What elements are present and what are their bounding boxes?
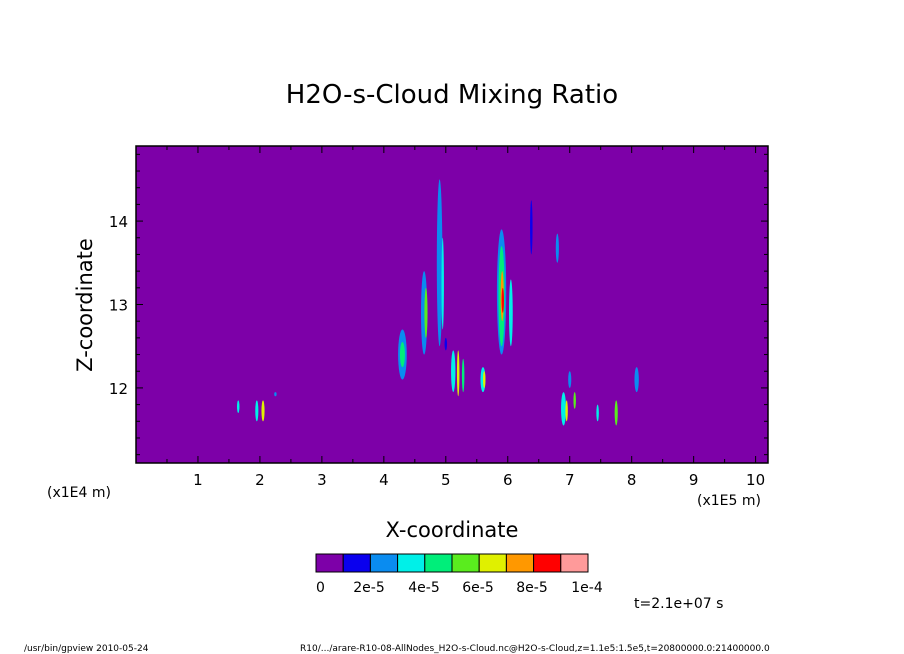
x-tick-label: 6 (503, 471, 513, 489)
x-tick-label: 8 (627, 471, 637, 489)
colorbar-label: 1e-4 (571, 580, 603, 596)
heatmap-feature (399, 342, 405, 368)
footer-right: R10/.../arare-R10-08-AllNodes_H2O-s-Clou… (300, 644, 770, 654)
colorbar-swatch (505, 553, 535, 573)
colorbar-swatch (478, 553, 507, 573)
colorbar-label: 2e-5 (353, 580, 384, 596)
heatmap-feature (561, 392, 567, 426)
heatmap-feature (530, 200, 533, 255)
heatmap-feature (274, 392, 277, 397)
heatmap-features (236, 179, 639, 426)
colorbar-swatch (560, 553, 589, 573)
x-tick-label: 9 (689, 471, 699, 489)
heatmap-feature (441, 237, 444, 330)
colorbar-swatch (369, 553, 399, 573)
x-tick-label: 7 (565, 471, 575, 489)
x-axis-title: X-coordinate (386, 518, 519, 542)
heatmap-feature (483, 371, 486, 388)
colorbar-swatch (397, 553, 426, 573)
heatmap-feature (501, 287, 505, 313)
x-tick-label: 1 (193, 471, 203, 489)
x-axis: 1 2 3 4 5 6 7 8 9 10 (166, 146, 765, 489)
colorbar: 0 2e-5 4e-5 6e-5 8e-5 1e-4 (315, 553, 603, 596)
colorbar-swatch (451, 553, 480, 573)
heatmap-feature (565, 400, 568, 422)
heatmap-feature (461, 358, 465, 393)
colorbar-swatch (315, 553, 344, 573)
colorbar-swatch (533, 553, 562, 573)
x-tick-label: 3 (317, 471, 327, 489)
time-label: t=2.1e+07 s (634, 596, 723, 612)
chart-title: H2O-s-Cloud Mixing Ratio (286, 80, 618, 110)
heatmap-feature (573, 392, 576, 409)
colorbar-swatch (424, 553, 453, 573)
y-axis-title: Z-coordinate (73, 238, 97, 372)
heatmap-feature (236, 400, 240, 413)
x-tick-label: 5 (441, 471, 451, 489)
heatmap-feature (509, 279, 513, 347)
heatmap-feature (568, 371, 572, 388)
y-tick-label: 12 (109, 380, 128, 398)
heatmap-feature (596, 404, 599, 422)
colorbar-swatch (342, 553, 371, 573)
x-multiplier-left: (x1E4 m) (47, 485, 111, 501)
heatmap-feature (261, 400, 265, 422)
y-tick-label: 13 (109, 297, 128, 315)
plot-background (136, 146, 768, 463)
x-tick-label: 2 (255, 471, 265, 489)
x-tick-label: 4 (379, 471, 389, 489)
heatmap-feature (634, 367, 639, 393)
heatmap-feature (555, 233, 559, 263)
colorbar-label: 4e-5 (408, 580, 439, 596)
x-multiplier-right: (x1E5 m) (697, 493, 761, 509)
heatmap-feature (444, 337, 448, 351)
heatmap-feature (456, 350, 460, 397)
footer-left: /usr/bin/gpview 2010-05-24 (24, 644, 149, 654)
x-tick-label: 10 (746, 471, 765, 489)
heatmap-feature (255, 400, 259, 422)
heatmap-feature (424, 287, 428, 338)
colorbar-label: 6e-5 (462, 580, 493, 596)
y-axis: 12 13 14 (109, 153, 768, 456)
y-tick-label: 14 (109, 213, 128, 231)
colorbar-label: 0 (316, 580, 325, 596)
heatmap-feature (451, 350, 456, 393)
heatmap-feature (614, 400, 618, 426)
heatmap-feature (436, 179, 443, 347)
colorbar-label: 8e-5 (516, 580, 547, 596)
